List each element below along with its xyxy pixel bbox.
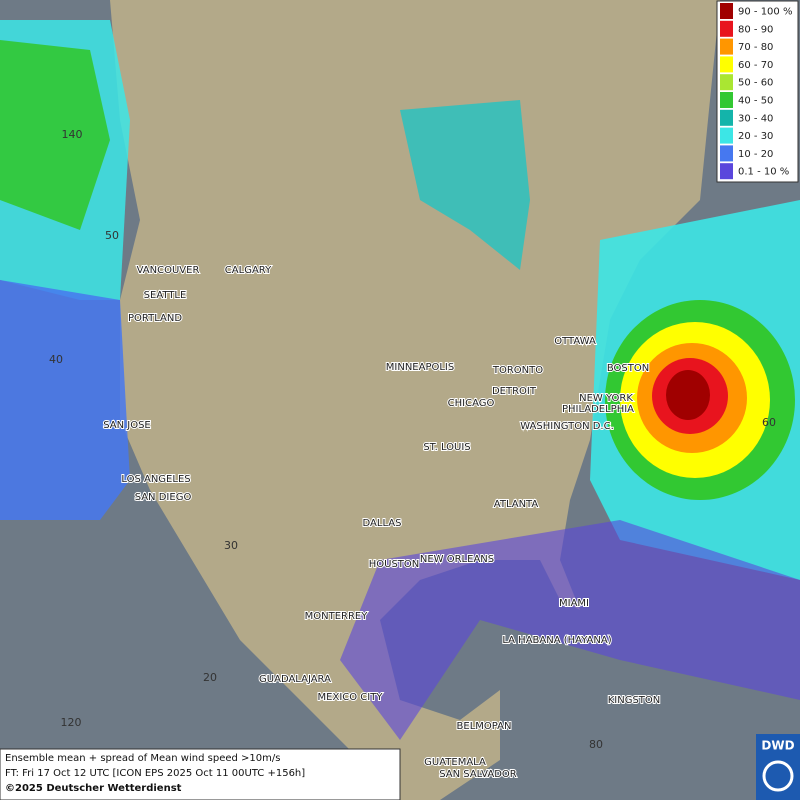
city-label: NEW ORLEANS [420, 554, 494, 565]
legend-label: 60 - 70 [738, 60, 773, 71]
graticule-label: 50 [105, 229, 119, 242]
city-label: CHICAGO [448, 398, 495, 409]
city-label: SEATTLE [144, 290, 187, 301]
legend-label: 20 - 30 [738, 131, 773, 142]
city-label: GUADALAJARA [259, 674, 331, 685]
graticule-label: 140 [62, 128, 83, 141]
legend-label: 0.1 - 10 % [738, 167, 789, 178]
city-label: KINGSTON [608, 695, 661, 706]
graticule-label: 80 [589, 738, 603, 751]
legend-swatch [720, 145, 733, 162]
city-label: MIAMI [559, 598, 589, 609]
footer-line: Ensemble mean + spread of Mean wind spee… [5, 753, 280, 764]
graticule-label: 60 [762, 416, 776, 429]
legend-swatch [720, 127, 733, 144]
legend-swatch [720, 20, 733, 37]
city-label: PHILADELPHIA [562, 404, 634, 415]
city-label: MEXICO CITY [318, 692, 384, 703]
city-label: ST. LOUIS [423, 442, 470, 453]
city-label: BOSTON [607, 363, 649, 374]
city-label: DALLAS [363, 518, 402, 529]
footer-line: ©2025 Deutscher Wetterdienst [5, 783, 182, 794]
legend-label: 50 - 60 [738, 78, 773, 89]
city-label: MINNEAPOLIS [386, 362, 454, 373]
pacific-field-core [0, 40, 110, 230]
legend: 90 - 100 % 80 - 90 70 - 80 60 - 70 50 - 60 40… [716, 0, 799, 183]
city-label: VANCOUVER [137, 265, 200, 276]
city-label: GUATEMALA [424, 757, 486, 768]
legend-label: 90 - 100 % [738, 7, 792, 18]
graticule-label: 30 [224, 539, 238, 552]
legend-label: 10 - 20 [738, 149, 773, 160]
city-label: DETROIT [492, 386, 537, 397]
labels: VANCOUVER CALGARY SEATTLE PORTLAND MINNEAPOL… [49, 128, 776, 781]
city-label: TORONTO [492, 365, 543, 376]
legend-swatch [720, 3, 733, 19]
footer-line: FT: Fri 17 Oct 12 UTC [ICON EPS 2025 Oct… [5, 768, 305, 779]
legend-swatch [720, 92, 733, 108]
graticule-label: 120 [61, 716, 82, 729]
city-label: LOS ANGELES [121, 474, 190, 485]
legend-swatch [720, 56, 733, 73]
hudson-bay-field [400, 100, 530, 270]
city-label: CALGARY [225, 265, 272, 276]
city-label: MONTERREY [305, 611, 369, 622]
legend-swatch [720, 38, 733, 55]
legend-label: 70 - 80 [738, 42, 773, 53]
city-label: SAN DIEGO [135, 492, 192, 503]
city-label: HOUSTON [369, 559, 420, 570]
city-label: LA HABANA (HAYANA) [502, 635, 611, 646]
logo-text: DWD [761, 739, 794, 753]
gulf-field [340, 520, 800, 740]
footer-box [0, 748, 401, 801]
legend-swatch [720, 163, 733, 180]
city-label: WASHINGTON D.C. [520, 421, 614, 432]
graticule-label: 20 [203, 671, 217, 684]
legend-swatch [720, 74, 733, 91]
city-label: ATLANTA [494, 499, 539, 510]
legend-label: 40 - 50 [738, 96, 773, 107]
legend-label: 30 - 40 [738, 113, 773, 124]
legend-label: 80 - 90 [738, 24, 773, 35]
city-label: BELMOPAN [457, 721, 512, 732]
city-label: OTTAWA [554, 336, 596, 347]
city-label: NEW YORK [579, 393, 633, 404]
city-label: PORTLAND [128, 313, 182, 324]
logo-icon [762, 760, 794, 792]
storm-90 [666, 370, 710, 420]
legend-swatch [720, 109, 733, 126]
pacific-field-south [0, 280, 130, 520]
city-label: SAN JOSE [103, 420, 151, 431]
graticule-label: 40 [49, 353, 63, 366]
city-label: SAN SALVADOR [439, 769, 516, 780]
